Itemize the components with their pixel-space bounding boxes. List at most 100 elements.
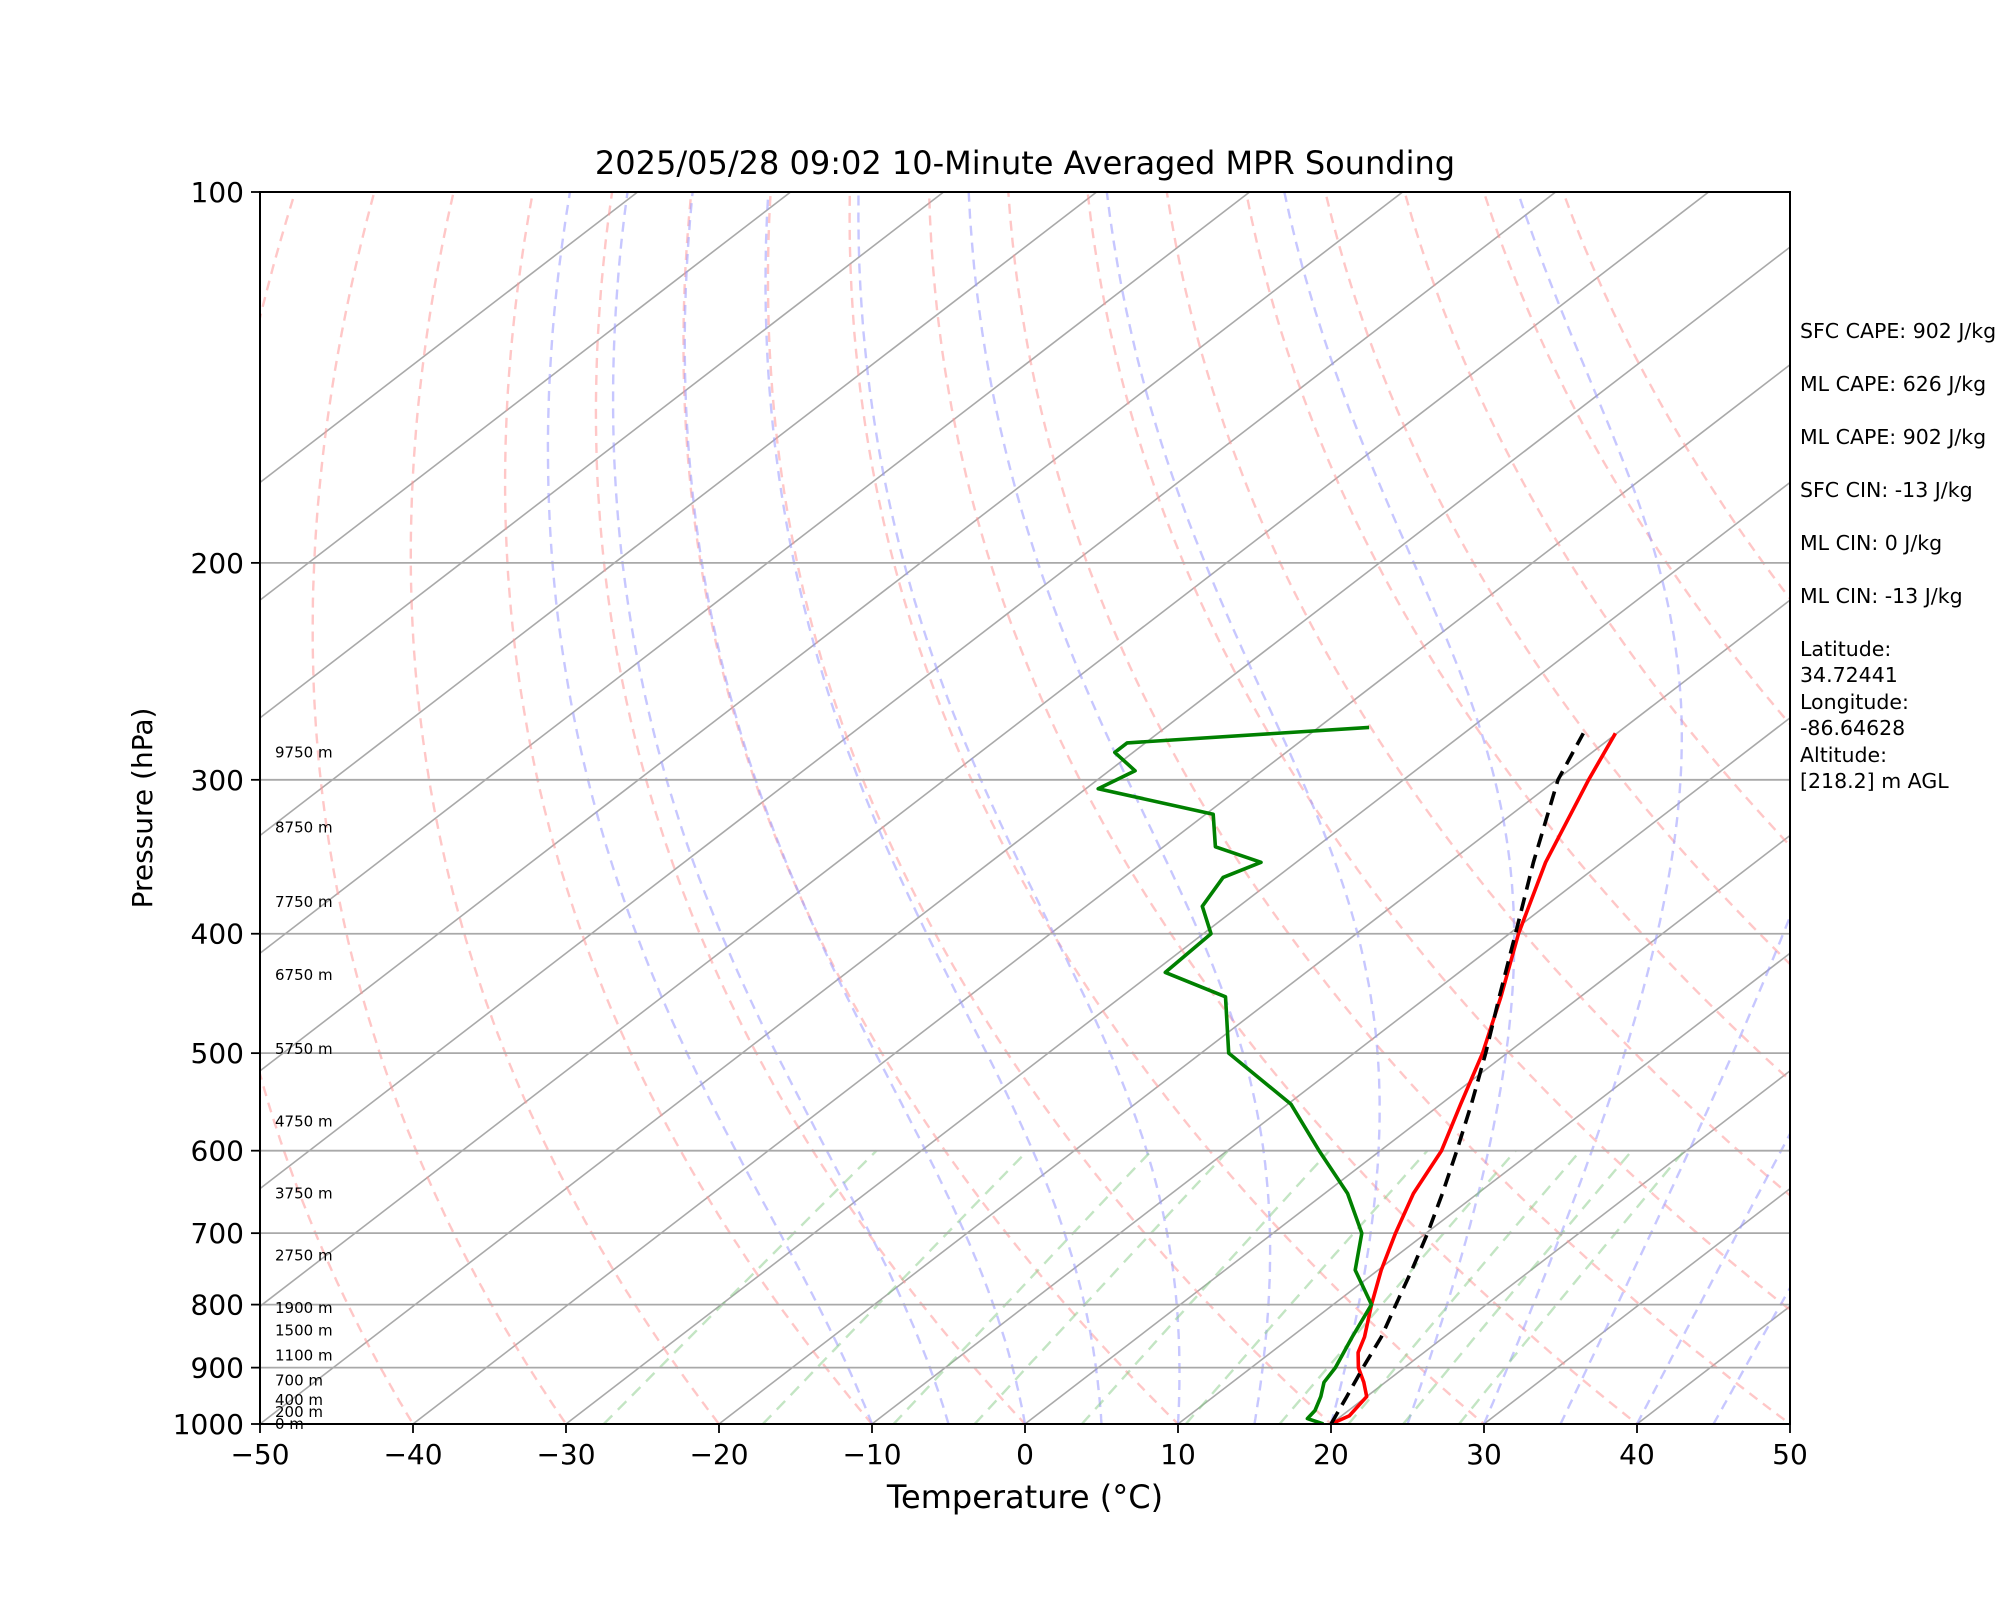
- height-label: 3750 m: [275, 1185, 333, 1203]
- y-tick-label: 700: [191, 1217, 244, 1250]
- dry-adiabat-line: [594, 192, 1027, 1424]
- moist-adiabat-line: [1283, 192, 1516, 1424]
- y-tick-label: 200: [191, 547, 244, 580]
- x-tick-label: −50: [230, 1438, 289, 1471]
- height-label: 1900 m: [275, 1299, 333, 1317]
- isotherm-line: [1330, 1069, 1790, 1424]
- y-axis-label: Pressure (hPa): [126, 708, 159, 909]
- isotherm-line: [1177, 952, 1790, 1424]
- dry-adiabat-line: [503, 192, 874, 1424]
- moist-adiabat-line: [683, 192, 1027, 1424]
- dry-adiabat-line: [260, 192, 415, 1424]
- y-tick-label: 500: [191, 1037, 244, 1070]
- mixing-ratio-line: [1402, 1149, 1633, 1424]
- x-tick-label: 20: [1313, 1438, 1349, 1471]
- moist-adiabat-line: [546, 192, 874, 1424]
- isotherm-line: [260, 192, 792, 602]
- isotherm-line: [260, 192, 639, 484]
- moist-adiabat-line: [1105, 192, 1381, 1424]
- isotherm-line: [1636, 1305, 1790, 1424]
- dry-adiabat-line: [1165, 192, 1790, 1198]
- y-tick-label: 600: [191, 1135, 244, 1168]
- dry-adiabat-line: [1086, 192, 1790, 1312]
- y-axis-ticks: 100 200 300 400 500 600 700 800 900 1000: [173, 176, 260, 1441]
- x-tick-label: 10: [1160, 1438, 1196, 1471]
- moist-adiabat-line: [1635, 1131, 1790, 1424]
- dewpoint-line: [1096, 725, 1374, 1424]
- height-label: 0 m: [275, 1415, 304, 1433]
- chart-title: 2025/05/28 09:02 10-Minute Averaged MPR …: [595, 144, 1455, 182]
- x-tick-label: −10: [842, 1438, 901, 1471]
- isotherm-line: [1024, 834, 1790, 1424]
- mixing-ratio-line: [892, 1149, 1153, 1424]
- dry-adiabat-line: [848, 192, 1486, 1424]
- isotherm-line: [718, 599, 1790, 1424]
- sounding-lines: [1096, 725, 1617, 1424]
- x-tick-label: 0: [1016, 1438, 1034, 1471]
- dry-adiabat-line: [409, 192, 721, 1424]
- x-tick-label: −20: [689, 1438, 748, 1471]
- height-label: 9750 m: [275, 743, 333, 761]
- isotherm-line: [1789, 1422, 1790, 1424]
- y-tick-label: 100: [191, 176, 244, 209]
- mixing-ratio-line: [1184, 1149, 1429, 1424]
- dry-adiabat-line: [1482, 192, 1790, 727]
- y-tick-label: 1000: [173, 1408, 244, 1441]
- background-lines: [260, 192, 1790, 1424]
- dry-adiabat-line: [682, 192, 1180, 1424]
- height-label: 1500 m: [275, 1322, 333, 1340]
- isotherm-line: [260, 246, 1790, 1424]
- plot-frame: [259, 191, 1791, 1425]
- isobar-gridlines: [260, 191, 1790, 1425]
- y-tick-label: 300: [191, 764, 244, 797]
- moist-adiabat-line: [764, 192, 1103, 1424]
- height-label: 7750 m: [275, 893, 333, 911]
- mixing-ratio-line: [602, 1149, 878, 1424]
- x-tick-label: −40: [383, 1438, 442, 1471]
- dry-adiabat-line: [1561, 192, 1790, 601]
- isotherm-line: [260, 192, 945, 719]
- height-label: 4750 m: [275, 1112, 333, 1130]
- dry-adiabat-line: [927, 192, 1639, 1424]
- mixing-ratio-line: [1347, 1149, 1582, 1424]
- isotherm-line: [260, 192, 1557, 1190]
- height-label: 1100 m: [275, 1347, 333, 1365]
- dry-adiabat-line: [1244, 192, 1790, 1083]
- dry-adiabat-line: [1007, 192, 1790, 1424]
- isotherm-line: [260, 192, 1710, 1308]
- y-tick-label: 800: [191, 1289, 244, 1322]
- height-label: 700 m: [275, 1372, 323, 1390]
- moist-adiabat-line: [1482, 192, 1683, 1424]
- isotherm-line: [260, 192, 1404, 1072]
- isotherm-line: [871, 716, 1790, 1424]
- dry-adiabat-line: [1324, 192, 1790, 966]
- dry-adiabat-line: [766, 192, 1333, 1424]
- x-tick-label: 40: [1619, 1438, 1655, 1471]
- x-axis-label: Temperature (°C): [886, 1478, 1163, 1516]
- isotherm-line: [1483, 1187, 1790, 1424]
- height-label: 5750 m: [275, 1040, 333, 1058]
- parcel-line: [1329, 732, 1585, 1424]
- moist-adiabat-line: [857, 192, 1181, 1424]
- x-tick-label: 50: [1772, 1438, 1808, 1471]
- mixing-ratio-line: [1081, 1149, 1331, 1424]
- dry-adiabat-line: [311, 192, 568, 1424]
- height-label: 6750 m: [275, 966, 333, 984]
- moist-adiabat-line: [967, 192, 1272, 1424]
- y-tick-label: 900: [191, 1352, 244, 1385]
- mixing-ratio-line: [973, 1149, 1229, 1424]
- isotherm-line: [412, 363, 1790, 1424]
- y-tick-label: 400: [191, 918, 244, 951]
- moist-adiabat-line: [1712, 1285, 1790, 1424]
- height-label: 400 m: [275, 1391, 323, 1409]
- temperature-line: [1330, 732, 1617, 1424]
- dry-adiabat-line: [1403, 192, 1790, 848]
- isotherm-line: [260, 192, 1098, 837]
- mixing-ratio-line: [1278, 1149, 1517, 1424]
- height-label: 200 m: [275, 1403, 323, 1421]
- mixing-ratio-line: [1458, 1149, 1686, 1424]
- moist-adiabat-line: [1559, 913, 1790, 1424]
- isotherm-line: [260, 192, 1251, 955]
